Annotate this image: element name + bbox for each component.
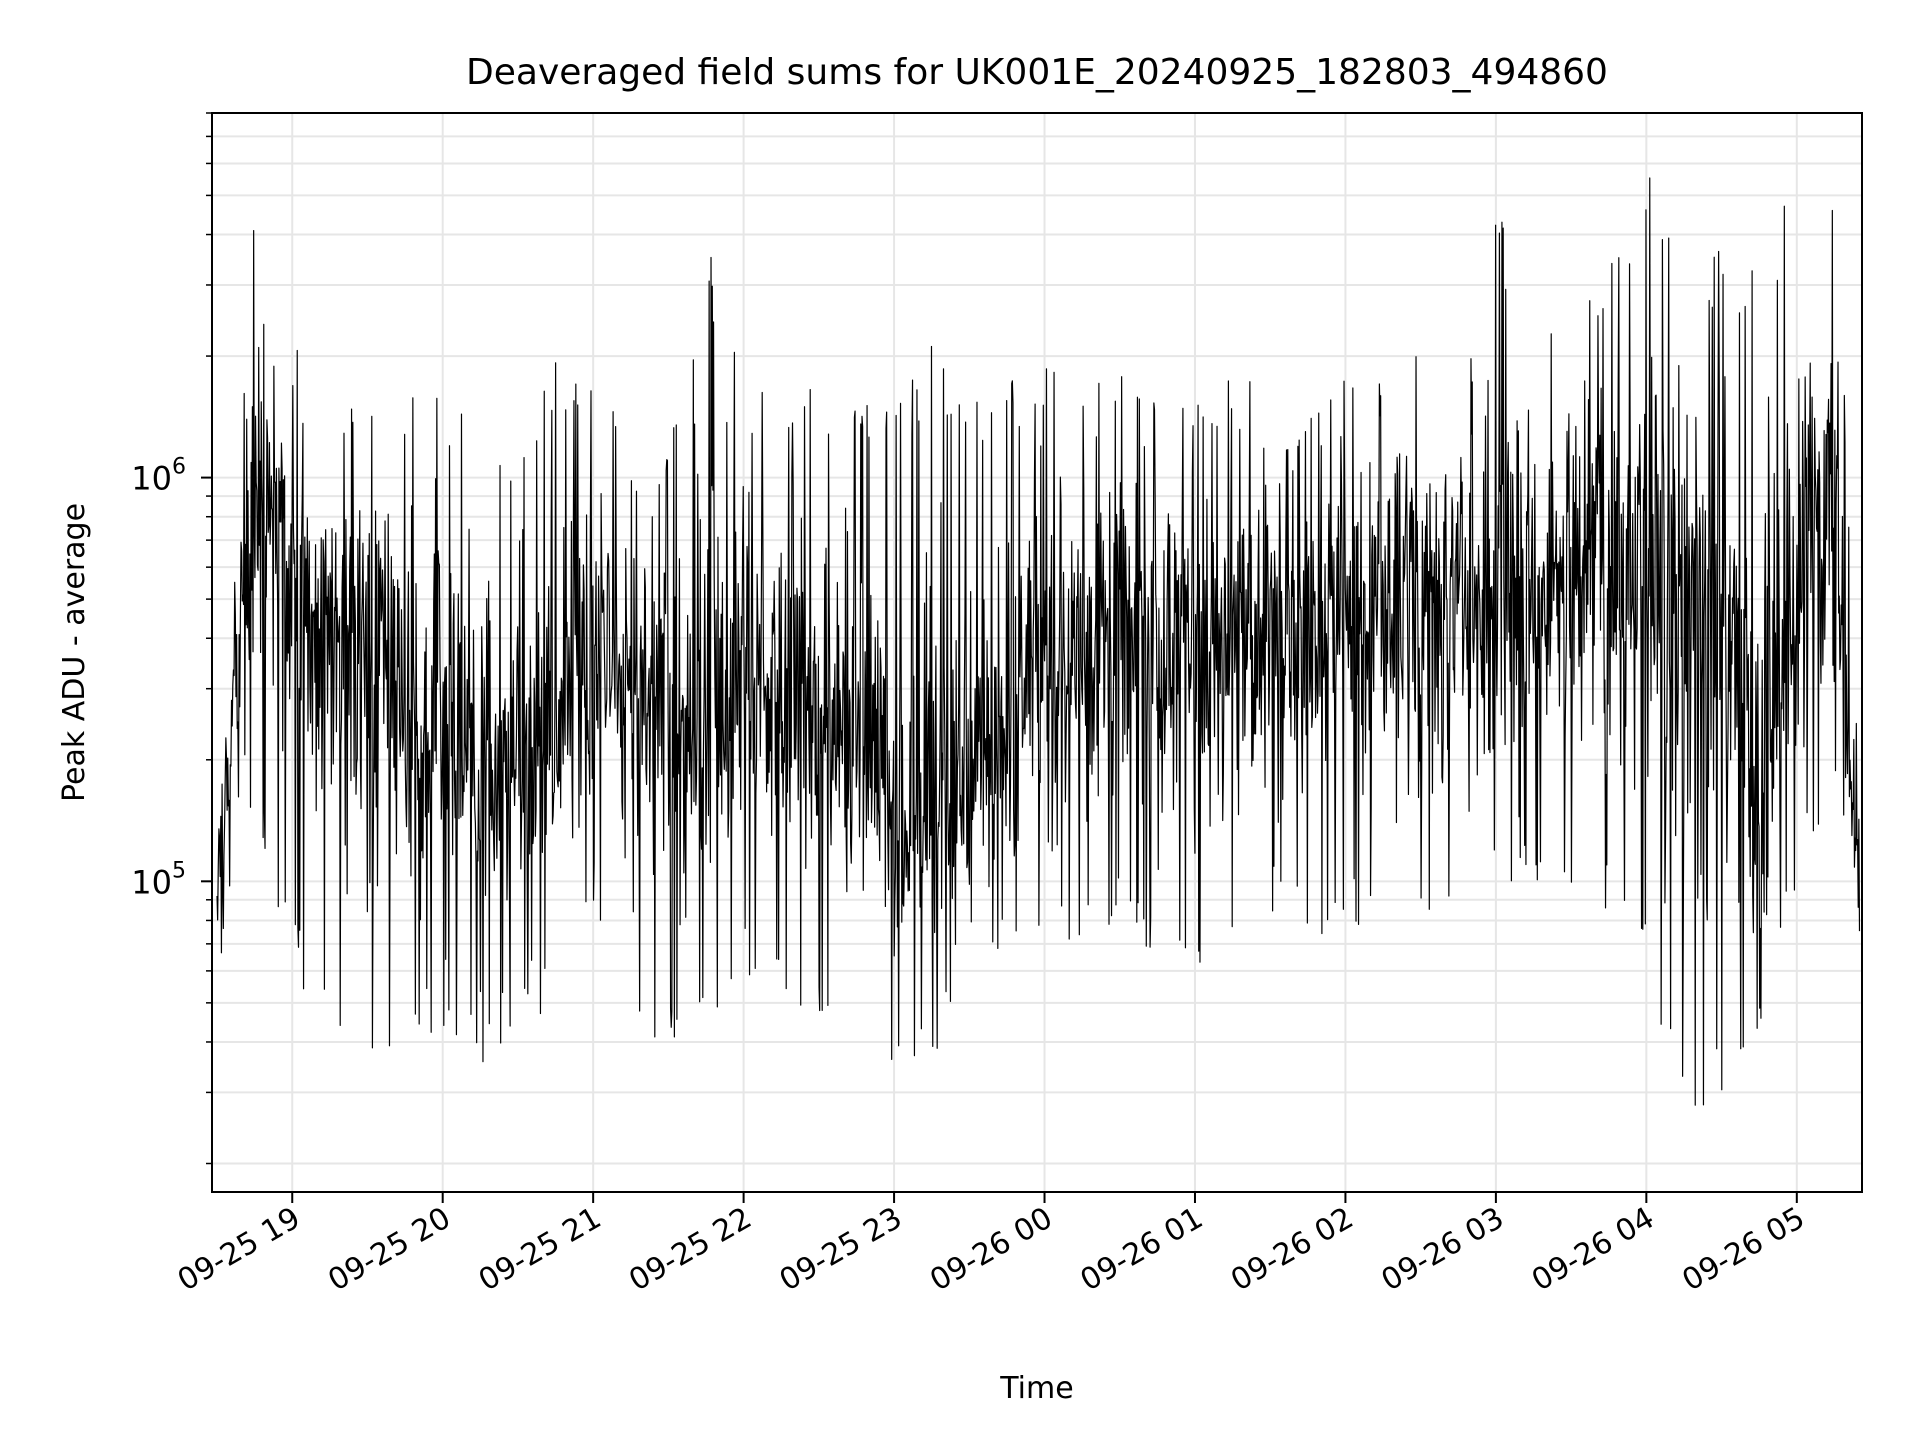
plot-area — [216, 177, 1861, 1106]
x-axis-label: Time — [999, 1371, 1073, 1406]
y-axis-label: Peak ADU - average — [57, 503, 92, 802]
plot-frame — [211, 112, 1863, 1193]
series-line — [216, 177, 1861, 1106]
chart-title: Deaveraged field sums for UK001E_2024092… — [466, 52, 1608, 93]
